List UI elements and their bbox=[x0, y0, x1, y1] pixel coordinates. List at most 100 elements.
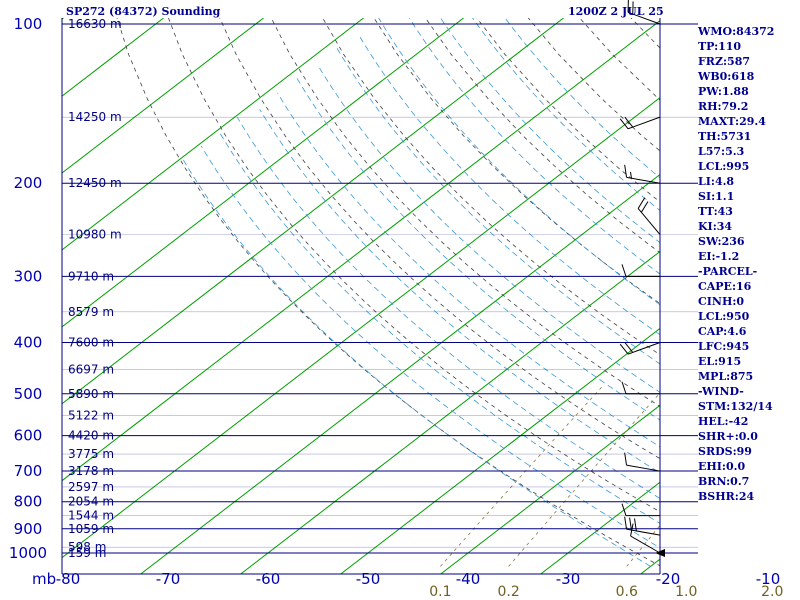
index-item: PW:1.88 bbox=[698, 85, 749, 98]
wind-barb-staff bbox=[627, 11, 661, 25]
mixing-ratio-label: 1.0 bbox=[675, 584, 697, 600]
isobar-grid bbox=[62, 23, 698, 554]
stability-indices: WMO:84372 TP:110 FRZ:587 WB0:618 PW:1.88 RH:7… bbox=[697, 25, 774, 503]
height-label: 9710 m bbox=[68, 269, 114, 283]
pressure-axis: 100 200 300 400 500 600 700 800 900 1000 mb bbox=[9, 15, 56, 588]
mixing-ratio-line bbox=[440, 384, 605, 567]
pressure-tick-label: 600 bbox=[14, 427, 43, 445]
mixing-ratio-label: 0.1 bbox=[429, 584, 451, 600]
wind-barb-flag bbox=[624, 516, 628, 530]
isotherm-line bbox=[540, 481, 660, 574]
isotherm-line bbox=[240, 250, 660, 574]
wind-barb bbox=[621, 264, 660, 277]
index-item: SI:1.1 bbox=[698, 190, 734, 203]
index-item: CAP:4.6 bbox=[698, 325, 747, 338]
index-item: STM:132/14 bbox=[698, 400, 773, 413]
index-item: TT:43 bbox=[698, 205, 733, 218]
wind-barb-flag bbox=[629, 517, 632, 531]
index-item: WB0:618 bbox=[697, 70, 755, 83]
isotherm-line bbox=[62, 18, 364, 251]
wind-barb-flag bbox=[630, 171, 632, 179]
pressure-tick-label: 500 bbox=[14, 385, 43, 403]
wind-barb-flag bbox=[624, 342, 634, 353]
temperature-tick-label: -50 bbox=[356, 570, 381, 588]
isotherm-line bbox=[340, 327, 660, 574]
index-item: CINH:0 bbox=[698, 295, 744, 308]
index-item: MPL:875 bbox=[698, 370, 753, 383]
temperature-tick-label: -70 bbox=[156, 570, 181, 588]
moist-adiabat-line bbox=[277, 92, 660, 448]
moist-adiabat-line bbox=[259, 109, 660, 474]
wind-barb bbox=[619, 116, 661, 130]
isotherm-line bbox=[62, 18, 64, 20]
wind-barb-flag bbox=[630, 523, 634, 537]
height-label: 12450 m bbox=[68, 176, 122, 190]
height-label: 1059 m bbox=[68, 522, 114, 536]
temperature-axis: -80-70-60-50-40-30-20-10010203040 bbox=[56, 570, 781, 588]
wind-barb-flag bbox=[624, 452, 628, 466]
pressure-tick-label: 300 bbox=[14, 267, 43, 285]
wind-barb bbox=[619, 342, 661, 355]
index-item: SHR+:0.0 bbox=[698, 430, 758, 443]
wind-barb-staff bbox=[627, 116, 661, 130]
index-item: TP:110 bbox=[698, 40, 741, 53]
wind-barb-flag bbox=[634, 518, 637, 531]
height-label: 16630 m bbox=[68, 17, 122, 31]
index-item: SRDS:99 bbox=[698, 445, 752, 458]
height-label: 3775 m bbox=[68, 447, 114, 461]
dry-adiabat-line bbox=[116, 18, 660, 567]
index-item: HEL:-42 bbox=[698, 415, 748, 428]
mixing-ratio-label: 0.6 bbox=[616, 584, 638, 600]
dry-adiabat-line bbox=[168, 18, 660, 513]
index-item: LCL:995 bbox=[698, 160, 749, 173]
surface-arrow-icon bbox=[655, 549, 665, 557]
wind-barb-flag bbox=[637, 197, 646, 209]
dry-adiabat-grid bbox=[116, 18, 660, 567]
wind-barb bbox=[637, 197, 661, 235]
moist-adiabat-line bbox=[236, 116, 660, 499]
plot-frame bbox=[61, 18, 661, 575]
index-item: WMO:84372 bbox=[697, 25, 774, 38]
height-label: 8579 m bbox=[68, 305, 114, 319]
height-label: 4420 m bbox=[68, 429, 114, 443]
height-label: 5122 m bbox=[68, 409, 114, 423]
height-label: 3178 m bbox=[68, 464, 114, 478]
index-item: L57:5.3 bbox=[698, 145, 744, 158]
wind-barb bbox=[624, 452, 661, 472]
wind-barb-staff bbox=[627, 342, 661, 355]
height-label: 2597 m bbox=[68, 480, 114, 494]
index-item: EL:915 bbox=[698, 355, 741, 368]
index-item: MAXT:29.4 bbox=[698, 115, 766, 128]
height-label: 10980 m bbox=[68, 228, 122, 242]
pressure-tick-label: 200 bbox=[14, 174, 43, 192]
index-item: -WIND- bbox=[698, 385, 744, 398]
dry-adiabat-line bbox=[579, 18, 660, 101]
temperature-tick-label: -10 bbox=[756, 570, 781, 588]
wind-barb-flag bbox=[624, 164, 628, 178]
isotherm-line bbox=[440, 404, 660, 574]
index-item: LI:4.8 bbox=[698, 175, 734, 188]
temperature-tick-label: -20 bbox=[656, 570, 681, 588]
wind-barb bbox=[624, 164, 661, 184]
pressure-tick-label: 1000 bbox=[9, 544, 47, 562]
mixing-ratio-labels: 0.10.20.61.02.03.05.010.020.040 g/kg bbox=[429, 584, 783, 600]
moist-adiabat-line bbox=[200, 145, 660, 549]
dry-adiabat-line bbox=[322, 18, 660, 356]
index-item: SW:236 bbox=[698, 235, 745, 248]
moist-adiabat-grid bbox=[182, 18, 660, 567]
pressure-tick-label: 700 bbox=[14, 462, 43, 480]
index-item: CAPE:16 bbox=[698, 280, 752, 293]
height-label: 159 m bbox=[68, 546, 106, 560]
index-item: BRN:0.7 bbox=[698, 475, 749, 488]
wind-barb bbox=[627, 0, 661, 25]
index-item: KI:34 bbox=[698, 220, 732, 233]
moist-adiabat-line bbox=[440, 18, 660, 244]
index-item: BSHR:24 bbox=[698, 490, 754, 503]
pressure-tick-label: 400 bbox=[14, 333, 43, 351]
isotherm-line bbox=[62, 18, 464, 328]
wind-barb bbox=[621, 381, 660, 395]
temperature-tick-label: -40 bbox=[456, 570, 481, 588]
pressure-tick-label: 900 bbox=[14, 520, 43, 538]
isotherm-grid bbox=[62, 18, 660, 574]
